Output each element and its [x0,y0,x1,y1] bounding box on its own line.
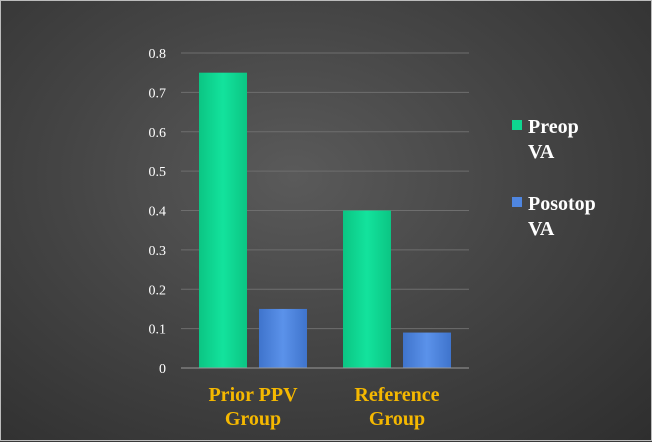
y-tick-label: 0.8 [149,47,167,62]
x-axis-labels: Prior PPV Group Reference Group [208,384,439,430]
bar-postop-0 [259,308,307,368]
legend-swatch [512,197,522,207]
bar-postop-1 [403,332,451,368]
x-category-label: Prior PPV Group [208,384,298,430]
legend-label: Preop VA [528,116,579,163]
legend: Preop VA Posotop VA [512,116,596,240]
legend-swatch [512,120,522,130]
y-tick-label: 0.2 [149,283,167,298]
y-tick-label: 0 [159,362,166,377]
y-tick-label: 0.5 [149,165,167,180]
y-tick-label: 0.1 [149,323,167,338]
x-category-label: Reference Group [354,384,439,430]
y-axis-ticks: 0 0.1 0.2 0.3 0.4 0.5 0.6 0.7 0.8 [149,47,167,377]
y-tick-label: 0.7 [149,86,167,101]
legend-label: Posotop VA [528,193,596,240]
y-tick-label: 0.3 [149,244,167,259]
bar-preop-0 [199,72,247,368]
y-tick-label: 0.6 [149,126,167,141]
y-tick-label: 0.4 [149,205,167,220]
bars [199,72,451,368]
bar-preop-1 [343,210,391,368]
